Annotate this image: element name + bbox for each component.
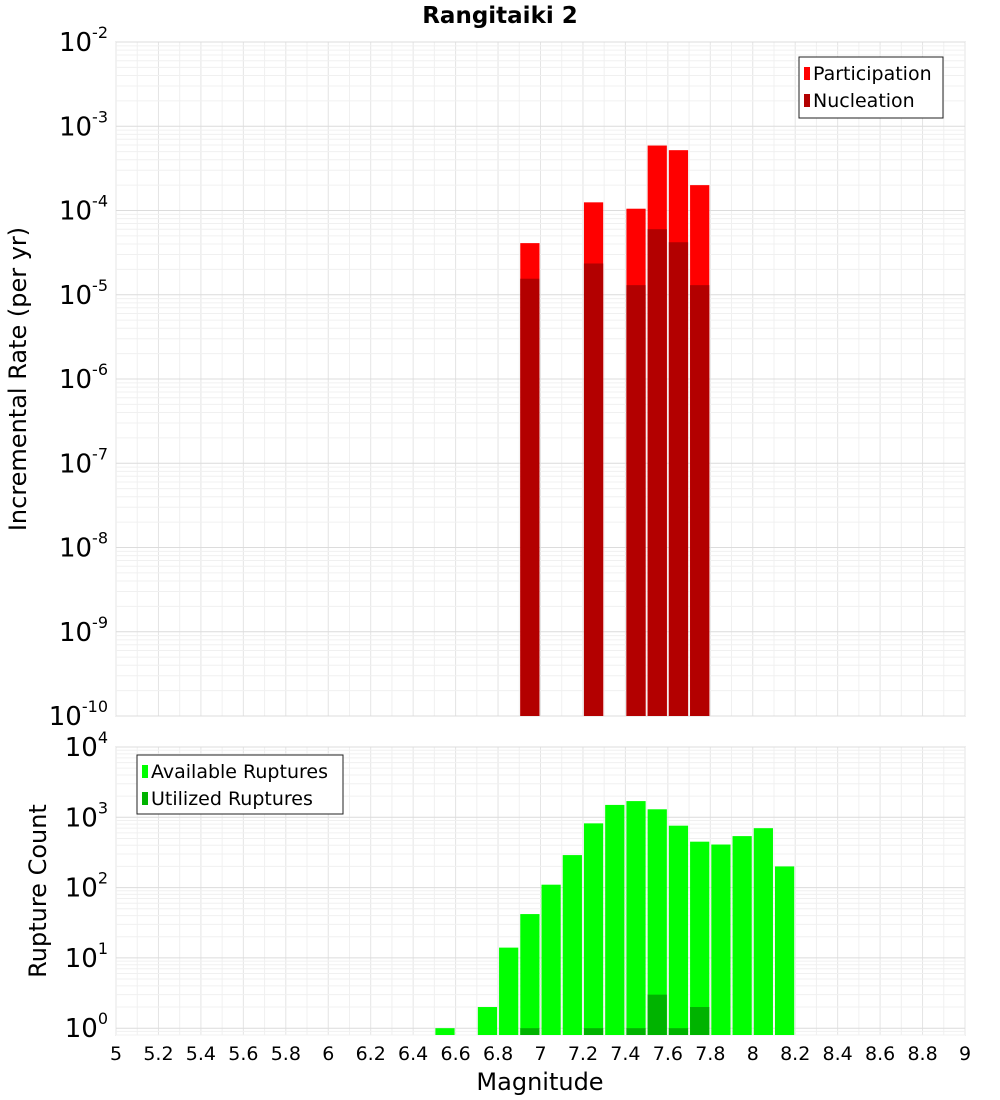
bar-available-ruptures xyxy=(605,804,625,1035)
overlay-bar-nucleation xyxy=(626,285,646,716)
overlay-bar-nucleation xyxy=(668,242,689,716)
bottom-panel-rupture-count: 100 101 102 103 104 Rupture Count Available … xyxy=(24,728,966,1044)
bar-available-ruptures xyxy=(520,914,540,1035)
bar-available-ruptures xyxy=(711,844,731,1035)
y-tick-label: 101 xyxy=(65,939,108,974)
x-tick-label: 6.8 xyxy=(483,1043,513,1065)
legend-box xyxy=(136,754,344,815)
x-tick-labels: 5 5.2 5.4 5.6 5.8 6 6.2 6.4 6.6 6.8 7 7.2 7.4 7.6 7.8 8… xyxy=(110,1043,971,1065)
overlay-bar-utilized-ruptures xyxy=(583,1028,604,1035)
x-tick-label: 8.2 xyxy=(780,1043,810,1065)
y-tick-label: 10-2 xyxy=(59,23,108,58)
overlay-bar-nucleation xyxy=(520,278,540,716)
y-tick-label: 103 xyxy=(65,798,108,833)
legend-label: Utilized Ruptures xyxy=(151,788,313,810)
x-tick-label: 7.2 xyxy=(568,1043,598,1065)
bottom-bars xyxy=(435,801,795,1035)
x-tick-label: 7.8 xyxy=(695,1043,725,1065)
legend-swatch xyxy=(804,94,810,107)
x-tick-label: 8.4 xyxy=(823,1043,853,1065)
bottom-y-axis-label: Rupture Count xyxy=(24,804,52,978)
legend-label: Participation xyxy=(813,63,932,85)
y-tick-label: 102 xyxy=(65,869,108,904)
y-tick-label: 100 xyxy=(65,1009,108,1044)
x-tick-label: 5.8 xyxy=(271,1043,301,1065)
x-tick-label: 7 xyxy=(534,1043,546,1065)
x-axis-label: Magnitude xyxy=(476,1068,603,1096)
legend-swatch xyxy=(142,765,148,778)
x-tick-label: 5.4 xyxy=(186,1043,216,1065)
legend-swatch xyxy=(142,792,148,805)
overlay-bar-nucleation xyxy=(647,229,667,717)
y-tick-label: 10-5 xyxy=(59,276,108,311)
top-y-axis-label: Incremental Rate (per yr) xyxy=(4,227,32,531)
overlay-bar-utilized-ruptures xyxy=(647,994,667,1035)
x-tick-label: 6.4 xyxy=(398,1043,428,1065)
x-tick-label: 8.6 xyxy=(865,1043,895,1065)
legend-box xyxy=(798,56,944,119)
x-tick-label: 6.6 xyxy=(440,1043,470,1065)
bar-available-ruptures xyxy=(541,884,561,1035)
bar-available-ruptures xyxy=(477,1007,498,1035)
x-tick-label: 9 xyxy=(959,1043,971,1065)
legend-swatch xyxy=(804,67,810,80)
bar-available-ruptures xyxy=(690,841,710,1035)
overlay-bar-nucleation xyxy=(690,285,710,716)
bar-available-ruptures xyxy=(774,866,795,1035)
y-tick-label: 104 xyxy=(65,728,108,763)
x-tick-label: 5.2 xyxy=(143,1043,173,1065)
y-tick-label: 10-6 xyxy=(59,360,108,395)
bar-available-ruptures xyxy=(626,801,646,1035)
x-tick-label: 6.2 xyxy=(356,1043,386,1065)
overlay-bar-nucleation xyxy=(583,263,604,716)
bottom-legend: Available Ruptures Utilized Ruptures xyxy=(136,754,344,815)
y-tick-label: 10-10 xyxy=(49,697,108,732)
y-tick-label: 10-7 xyxy=(59,444,108,479)
chart-title: Rangitaiki 2 xyxy=(422,3,578,29)
x-tick-label: 8.8 xyxy=(907,1043,937,1065)
legend-label: Available Ruptures xyxy=(151,761,328,783)
top-grid xyxy=(115,41,966,717)
legend-label: Nucleation xyxy=(813,90,915,112)
bar-available-ruptures xyxy=(499,947,519,1035)
bar-available-ruptures xyxy=(562,855,582,1035)
x-tick-label: 8 xyxy=(747,1043,759,1065)
x-tick-label: 5.6 xyxy=(228,1043,258,1065)
x-tick-label: 6 xyxy=(322,1043,334,1065)
y-tick-label: 10-4 xyxy=(59,192,108,227)
top-panel-incremental-rate: 10-10 10-9 10-8 10-7 10-6 10-5 10-4 10-3 10-2 In… xyxy=(4,23,966,732)
y-tick-label: 10-9 xyxy=(59,613,108,648)
bottom-grid xyxy=(115,746,966,1036)
top-legend: Participation Nucleation xyxy=(798,56,944,119)
bar-available-ruptures xyxy=(668,825,689,1035)
bar-available-ruptures xyxy=(435,1028,455,1035)
overlay-bar-utilized-ruptures xyxy=(626,1028,646,1035)
top-bars xyxy=(520,145,710,717)
y-tick-label: 10-3 xyxy=(59,107,108,142)
overlay-bar-utilized-ruptures xyxy=(668,1028,689,1035)
bar-available-ruptures xyxy=(647,809,667,1035)
overlay-bar-utilized-ruptures xyxy=(690,1007,710,1035)
bar-available-ruptures xyxy=(583,823,604,1035)
bottom-y-tick-labels: 100 101 102 103 104 xyxy=(65,728,108,1044)
top-y-tick-labels: 10-10 10-9 10-8 10-7 10-6 10-5 10-4 10-3 10-2 xyxy=(49,23,108,732)
overlay-bar-utilized-ruptures xyxy=(520,1028,540,1035)
bar-available-ruptures xyxy=(753,828,773,1035)
x-tick-label: 7.6 xyxy=(653,1043,683,1065)
bar-available-ruptures xyxy=(732,836,752,1035)
y-tick-label: 10-8 xyxy=(59,529,108,564)
x-tick-label: 5 xyxy=(110,1043,122,1065)
x-tick-label: 7.4 xyxy=(610,1043,640,1065)
